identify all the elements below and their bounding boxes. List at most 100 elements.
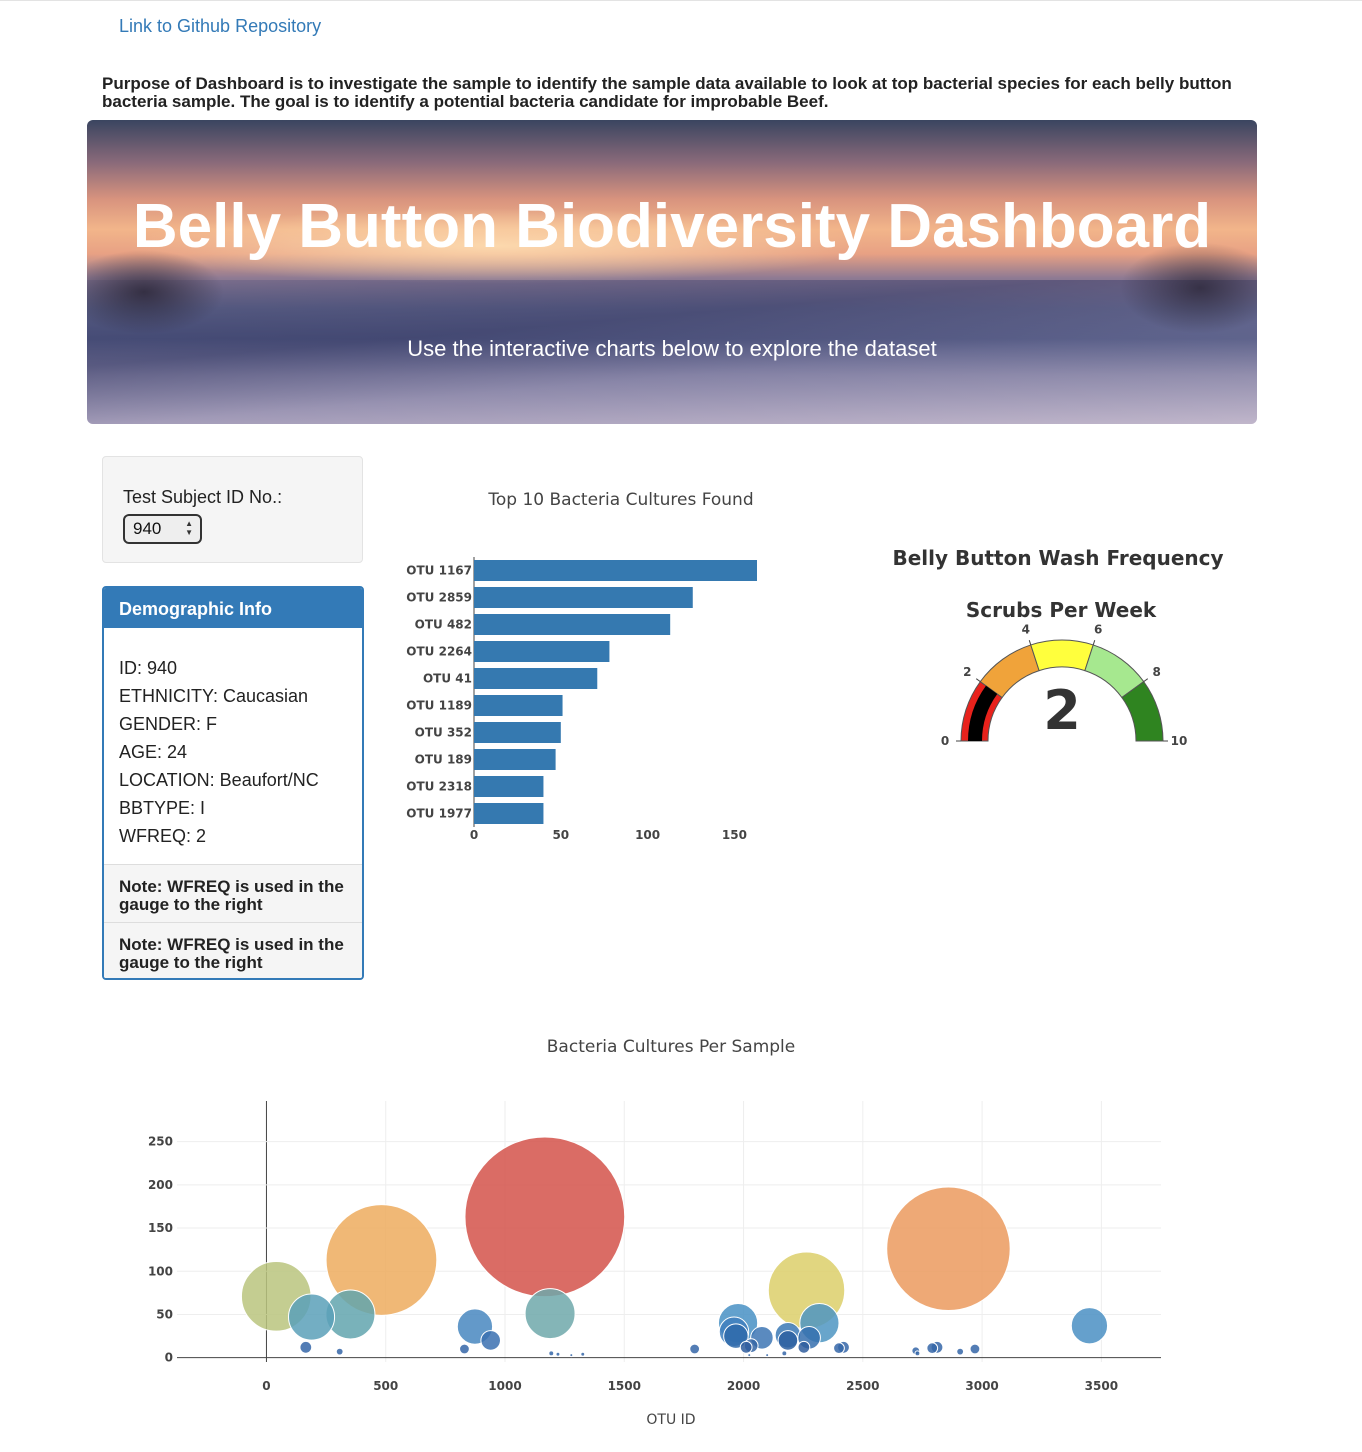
bar-category-label: OTU 189	[415, 753, 472, 767]
gauge-value-number: 2	[1043, 679, 1081, 742]
bubble-point	[580, 1351, 586, 1357]
bar-6	[474, 722, 561, 743]
bubble-point	[926, 1342, 939, 1355]
select-arrows-icon: ▲ ▼	[185, 519, 193, 537]
bubble-point	[689, 1343, 701, 1355]
demographic-age: AGE: 24	[119, 742, 188, 762]
bar-x-tick-label: 150	[722, 828, 747, 842]
bar-category-label: OTU 2859	[406, 591, 472, 605]
gauge-step-2	[1030, 639, 1094, 672]
bar-category-label: OTU 41	[423, 672, 472, 686]
bubble-point	[299, 1340, 313, 1354]
demographic-location: LOCATION: Beaufort/NC	[119, 770, 319, 790]
bubble-point	[914, 1350, 921, 1357]
bubble-point	[777, 1330, 799, 1351]
bubble-x-tick-label: 3000	[965, 1379, 998, 1393]
bubble-y-tick-label: 50	[156, 1307, 173, 1321]
bubble-y-tick-label: 0	[165, 1351, 173, 1365]
gauge-title: Belly Button Wash Frequency	[892, 546, 1223, 570]
bubble-point	[969, 1343, 981, 1355]
bar-x-tick-label: 0	[470, 828, 478, 842]
bubble-point	[886, 1186, 1011, 1312]
hero-banner: Belly Button Biodiversity Dashboard Use …	[87, 120, 1257, 424]
bar-x-tick-label: 50	[552, 828, 569, 842]
bar-category-label: OTU 1977	[406, 807, 472, 821]
bubble-point	[956, 1347, 965, 1356]
demographic-ethnicity: ETHNICITY: Caucasian	[119, 686, 309, 706]
bubble-point	[797, 1340, 811, 1354]
bubble-chart[interactable]: Bacteria Cultures Per Sample OTU ID 0 500…	[0, 1025, 1362, 1445]
page-subtitle: Use the interactive charts below to expl…	[407, 336, 937, 361]
bar-x-tick-label: 100	[635, 828, 660, 842]
bubble-y-tick-label: 200	[148, 1178, 173, 1192]
top10-bar-chart[interactable]: Top 10 Bacteria Cultures Found OTU 1167 O…	[390, 480, 810, 860]
gauge-tick-label: 2	[963, 665, 971, 679]
gauge-tick	[1092, 640, 1096, 646]
bubble-point	[459, 1343, 470, 1355]
gauge-tick	[975, 678, 981, 683]
bar-category-label: OTU 2318	[406, 780, 472, 794]
gauge-step-4	[1121, 680, 1164, 742]
demographic-info-body: ID: 940 ETHNICITY: Caucasian GENDER: F A…	[119, 654, 319, 850]
wfreq-note-2: Note: WFREQ is used in the gauge to the …	[119, 935, 344, 972]
bubble-point	[765, 1353, 770, 1358]
bar-1	[474, 587, 693, 608]
demographic-panel-heading: Demographic Info	[104, 588, 362, 628]
gauge-tick-label: 6	[1094, 623, 1102, 637]
hero-trees-left	[87, 220, 277, 340]
bubble-x-tick-label: 3500	[1085, 1379, 1118, 1393]
bubble-point	[480, 1330, 501, 1351]
bubble-x-tick-label: 2500	[846, 1379, 879, 1393]
bar-category-label: OTU 2264	[406, 645, 472, 659]
bar-9	[474, 803, 544, 824]
bubble-point	[325, 1204, 438, 1316]
panel-footer-note-1: Note: WFREQ is used in the gauge to the …	[104, 864, 362, 922]
bubble-y-tick-label: 150	[148, 1221, 173, 1235]
bar-8	[474, 776, 544, 797]
bubble-point	[548, 1350, 555, 1357]
demographic-panel-title: Demographic Info	[119, 599, 273, 619]
page-title: Belly Button Biodiversity Dashboard	[132, 192, 1212, 261]
hero-trees-right	[1067, 210, 1257, 340]
bubble-y-tick-label: 250	[148, 1135, 173, 1149]
github-repository-link[interactable]: Link to Github Repository	[119, 16, 322, 36]
bar-3	[474, 641, 610, 662]
demographic-bbtype: BBTYPE: I	[119, 798, 206, 818]
bar-category-label: OTU 352	[415, 726, 472, 740]
gauge-subtitle: Scrubs Per Week	[966, 598, 1157, 622]
bar-5	[474, 695, 563, 716]
bubble-x-tick-label: 2000	[727, 1379, 760, 1393]
wash-frequency-gauge[interactable]: Belly Button Wash Frequency Scrubs Per W…	[880, 535, 1240, 775]
bubble-x-tick-label: 1500	[608, 1379, 641, 1393]
subject-selector-well: Test Subject ID No.: 940 ▲ ▼	[102, 456, 363, 563]
bubble-point	[569, 1353, 574, 1358]
bubble-point	[739, 1340, 753, 1354]
subject-id-select[interactable]: 940 ▲ ▼	[123, 514, 202, 544]
bar-chart-title: Top 10 Bacteria Cultures Found	[487, 490, 753, 510]
bubble-x-axis-label: OTU ID	[646, 1412, 695, 1428]
bubble-point	[781, 1350, 788, 1357]
dashboard-purpose-text: Purpose of Dashboard is to investigate t…	[102, 74, 1232, 111]
bubble-y-tick-label: 100	[148, 1264, 173, 1278]
bubble-point	[335, 1347, 344, 1356]
hero-snow-landscape	[87, 280, 1257, 424]
bubble-point	[288, 1293, 336, 1341]
gauge-tick-label: 4	[1022, 623, 1030, 637]
bar-0	[474, 560, 757, 581]
gauge-value-bar	[968, 685, 998, 741]
wfreq-note-1: Note: WFREQ is used in the gauge to the …	[119, 877, 344, 914]
bubble-point	[524, 1288, 576, 1340]
bubble-x-tick-label: 500	[373, 1379, 398, 1393]
bar-category-label: OTU 482	[415, 618, 472, 632]
demographic-wfreq: WFREQ: 2	[119, 826, 207, 846]
demographic-gender: GENDER: F	[119, 714, 218, 734]
bubble-point	[1070, 1307, 1109, 1345]
bubble-point	[555, 1351, 561, 1357]
panel-footer-note-2: Note: WFREQ is used in the gauge to the …	[104, 922, 362, 978]
bar-category-label: OTU 1189	[406, 699, 472, 713]
gauge-tick	[1028, 640, 1032, 646]
bar-category-label: OTU 1167	[406, 564, 472, 578]
bubble-point	[747, 1353, 752, 1358]
gauge-tick	[1143, 678, 1149, 683]
gauge-tick-label: 10	[1171, 734, 1188, 748]
